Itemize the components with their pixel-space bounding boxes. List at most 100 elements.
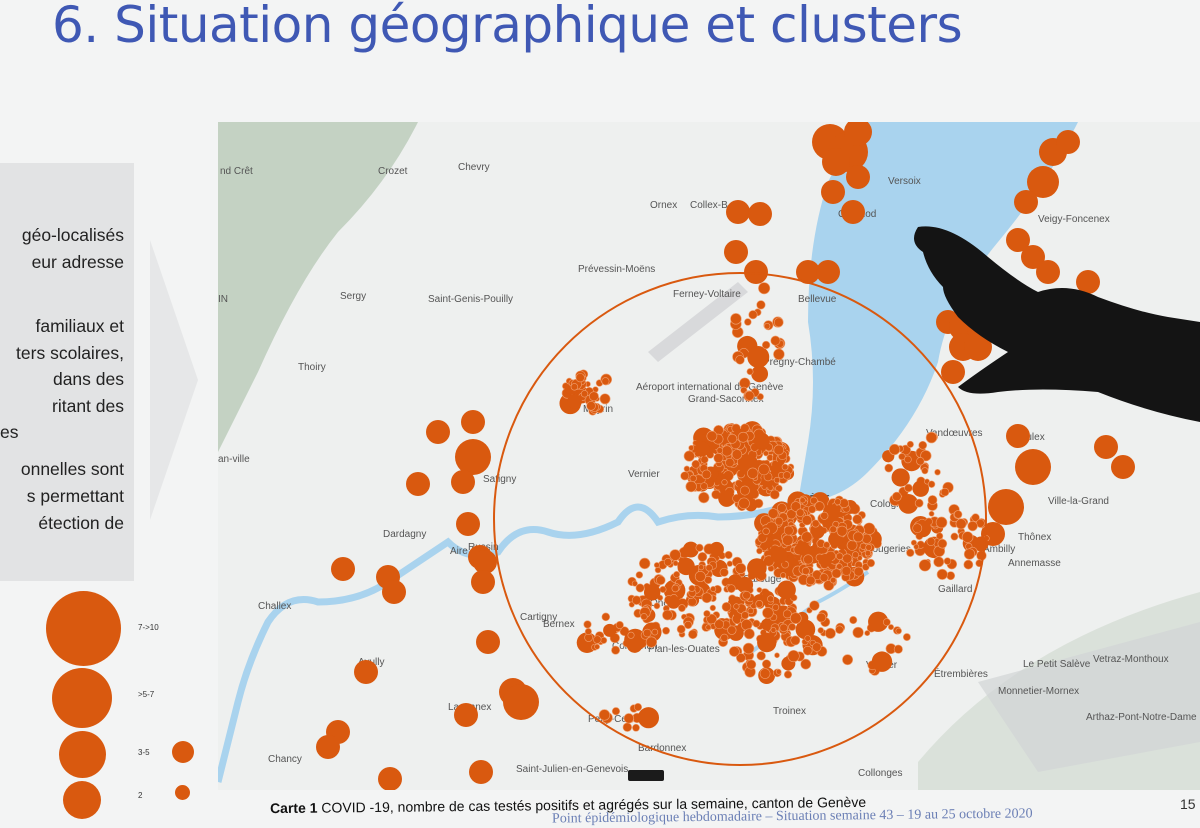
place-label: Crozet — [378, 166, 408, 177]
case-marker — [645, 636, 658, 648]
case-marker — [781, 463, 789, 471]
case-marker — [603, 623, 617, 637]
place-label: Pregny-Chambé — [763, 357, 836, 368]
case-marker — [736, 653, 746, 663]
case-marker — [842, 553, 853, 564]
case-marker — [963, 559, 974, 570]
case-marker — [584, 627, 592, 636]
case-marker — [593, 635, 602, 644]
case-marker — [659, 585, 667, 593]
case-marker — [790, 635, 801, 646]
case-marker — [747, 467, 759, 479]
case-marker — [700, 455, 709, 464]
case-marker — [740, 611, 750, 620]
case-marker — [829, 576, 837, 584]
place-label: Bernex — [543, 619, 575, 630]
case-marker — [904, 483, 913, 493]
case-marker — [731, 449, 743, 460]
case-marker — [921, 467, 929, 475]
case-marker — [758, 282, 771, 295]
place-label: Chancy — [268, 754, 302, 765]
case-marker — [406, 472, 430, 496]
case-marker — [601, 377, 610, 386]
case-marker — [801, 567, 810, 575]
case-marker — [738, 497, 750, 510]
case-marker — [773, 317, 784, 328]
place-label: Gaillard — [938, 584, 972, 595]
place-label: Cartigny — [520, 612, 557, 623]
place-label: Aire — [450, 546, 468, 557]
case-marker — [853, 566, 864, 577]
map-toolbar-handle[interactable] — [628, 770, 664, 781]
case-marker — [809, 600, 820, 611]
case-marker — [918, 559, 932, 572]
place-label: Ferney-Voltaire — [673, 289, 741, 300]
case-marker — [892, 491, 902, 502]
case-marker — [913, 543, 920, 550]
case-marker — [934, 468, 941, 476]
case-marker — [662, 609, 673, 621]
case-marker — [635, 571, 644, 579]
case-marker — [721, 602, 732, 612]
case-marker — [810, 524, 825, 539]
case-marker — [868, 611, 889, 632]
case-marker — [955, 518, 967, 530]
case-marker — [688, 444, 695, 451]
annemasse-urban — [978, 622, 1200, 772]
jura-relief — [218, 122, 418, 452]
case-marker — [567, 393, 582, 409]
case-marker — [782, 609, 792, 619]
case-marker — [653, 602, 661, 610]
cluster-map[interactable]: Crozet Chevry Ornex Collex-B Prévessin-Moëns… — [218, 122, 1200, 790]
case-marker — [672, 560, 679, 567]
case-marker — [852, 531, 864, 543]
case-marker — [799, 497, 806, 504]
case-marker — [685, 480, 697, 493]
caption-label: Carte 1 — [269, 799, 318, 817]
case-marker — [796, 260, 820, 284]
panel-line: étection de — [38, 513, 124, 533]
panel-line: eur adresse — [31, 252, 124, 272]
case-marker — [354, 660, 378, 684]
place-label: Bardonnex — [638, 743, 686, 754]
case-marker — [694, 570, 706, 582]
case-marker — [1076, 270, 1100, 294]
case-marker — [775, 668, 782, 675]
place-label: IN — [218, 294, 228, 305]
case-marker — [761, 618, 774, 631]
case-marker — [755, 600, 764, 608]
case-marker — [471, 570, 495, 594]
case-marker — [928, 510, 935, 517]
case-marker — [744, 260, 768, 284]
place-label: Saint-Julien-en-Genevois — [516, 764, 628, 775]
case-marker — [725, 457, 735, 468]
case-marker — [586, 401, 596, 411]
case-marker — [456, 512, 480, 536]
case-marker — [770, 546, 788, 564]
case-marker — [742, 590, 751, 600]
case-marker — [724, 240, 748, 264]
case-marker — [1027, 166, 1059, 198]
case-marker — [782, 534, 794, 546]
case-marker — [744, 390, 755, 401]
panel-line: géo-localisés — [21, 225, 124, 245]
case-marker — [835, 625, 844, 634]
case-marker — [795, 619, 816, 640]
case-marker — [1006, 228, 1030, 252]
legend-label: >5-7 — [138, 690, 155, 699]
case-marker — [739, 377, 751, 389]
case-marker — [757, 632, 777, 653]
case-marker — [803, 554, 814, 565]
case-marker — [316, 735, 340, 759]
case-marker — [454, 703, 478, 727]
case-marker — [842, 654, 854, 666]
place-label: Monnetier-Mornex — [998, 686, 1079, 697]
case-marker — [796, 508, 805, 517]
case-marker — [1021, 245, 1045, 269]
case-marker — [953, 510, 963, 519]
case-marker — [774, 652, 780, 659]
case-marker — [680, 471, 690, 481]
case-marker — [836, 525, 848, 537]
case-marker — [627, 631, 635, 639]
case-marker — [580, 390, 589, 398]
